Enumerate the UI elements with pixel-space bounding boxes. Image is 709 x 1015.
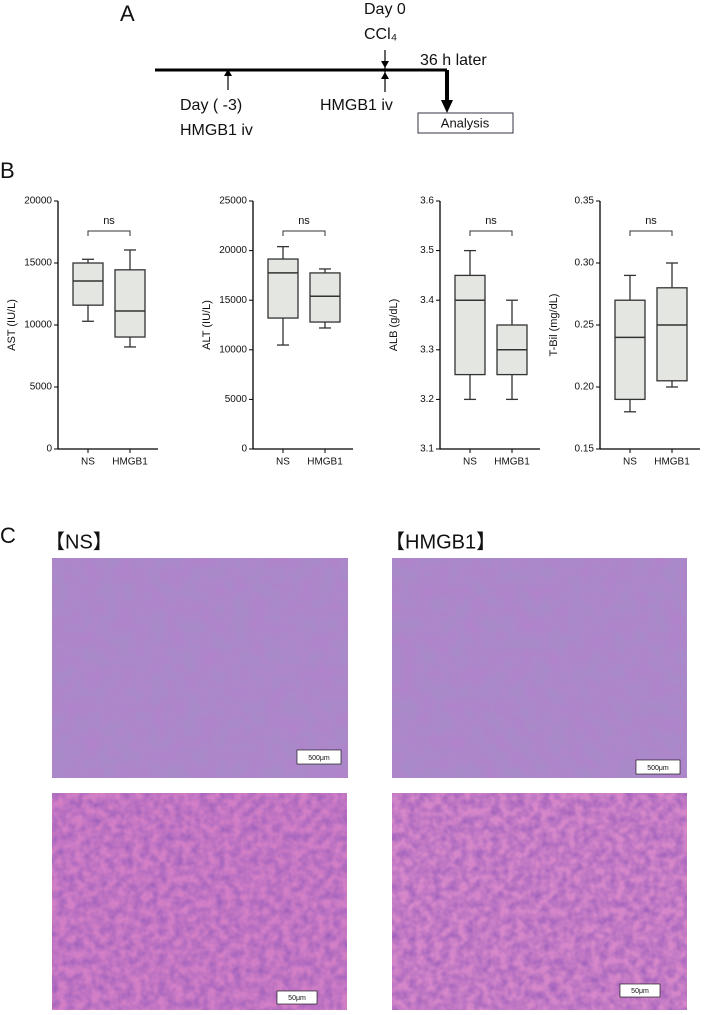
- timeline: A Day 0 CCl₄ 36 h later Day ( -3) HMGB1 …: [120, 1, 514, 139]
- y-axis-label: AST (IU/L): [6, 299, 18, 351]
- annotation: ns: [645, 215, 657, 227]
- arrowhead: [441, 100, 453, 113]
- y-tick-label: 3.2: [420, 394, 434, 405]
- y-tick-label: 0.35: [575, 196, 595, 207]
- y-axis-label: ALB (g/dL): [388, 299, 400, 352]
- panel-label: B: [0, 158, 15, 183]
- box: [309, 272, 341, 323]
- y-tick-label: 3.3: [420, 344, 434, 355]
- annotation: ns: [103, 215, 115, 227]
- label: HMGB1 iv: [180, 122, 253, 139]
- box: [114, 269, 146, 338]
- significance-bracket: [87, 230, 131, 236]
- label: Analysis: [441, 115, 490, 130]
- y-tick-label: 15000: [219, 295, 247, 306]
- y-tick-label: 20000: [24, 196, 52, 207]
- y-tick-label: 5000: [225, 394, 248, 405]
- label: HMGB1 iv: [320, 97, 393, 114]
- label: 36 h later: [420, 52, 487, 69]
- x-tick-label: HMGB1: [494, 457, 530, 468]
- micrograph-texture: [52, 793, 347, 1010]
- x-tick-label: HMGB1: [654, 457, 690, 468]
- analysis-box: [417, 112, 514, 134]
- scale-label: 50μm: [631, 988, 649, 995]
- y-tick-label: 3.4: [420, 295, 434, 306]
- y-tick-label: 0.15: [575, 444, 595, 455]
- scale-label: 50μm: [288, 995, 306, 1002]
- box: [614, 299, 646, 401]
- box: [454, 274, 486, 376]
- y-tick-label: 3.6: [420, 196, 434, 207]
- annotation: ns: [298, 215, 310, 227]
- y-axis-label: T-Bil (mg/dL): [548, 294, 560, 357]
- box-plots: 0 5000 10000 15000 20000 AST (IU/L) NS HMGB1 ns 0…: [6, 196, 700, 468]
- label: CCl₄: [364, 26, 397, 43]
- x-tick-label: HMGB1: [307, 457, 343, 468]
- y-tick-label: 20000: [219, 245, 247, 256]
- arrowhead: [381, 61, 389, 79]
- y-tick-label: 3.1: [420, 444, 434, 455]
- label: Day 0: [364, 1, 406, 18]
- scale-label: 500μm: [308, 755, 330, 762]
- y-tick-label: 0.20: [575, 382, 595, 393]
- y-tick-label: 0.30: [575, 258, 595, 269]
- y-tick-label: 3.5: [420, 245, 434, 256]
- y-tick-label: 15000: [24, 258, 52, 269]
- y-tick-label: 0: [241, 444, 247, 455]
- y-tick-label: 0: [46, 444, 52, 455]
- scale-bar: [276, 990, 318, 1005]
- y-axis-label: ALT (IU/L): [201, 300, 213, 350]
- significance-bracket: [282, 230, 326, 236]
- y-tick-label: 0.25: [575, 320, 595, 331]
- y-tick-label: 10000: [24, 320, 52, 331]
- image-title: 【NS】: [45, 531, 113, 553]
- panel-label: C: [0, 523, 16, 548]
- arrowhead: [224, 69, 232, 76]
- y-tick-label: 5000: [30, 382, 53, 393]
- box: [656, 287, 688, 382]
- significance-bracket: [629, 230, 673, 236]
- micrograph-texture: [392, 793, 687, 1010]
- histology: C 【NS】 【HMGB1】 500μm 500μm 50μm 50μm: [0, 523, 687, 1010]
- scale-bar: [635, 759, 681, 775]
- box: [72, 262, 104, 306]
- annotation: ns: [485, 215, 497, 227]
- y-tick-label: 10000: [219, 344, 247, 355]
- scale-label: 500μm: [647, 765, 669, 772]
- micrograph-texture: [52, 558, 348, 778]
- scale-bar: [619, 983, 661, 998]
- box: [267, 258, 299, 319]
- image-title: 【HMGB1】: [385, 531, 496, 553]
- x-tick-label: HMGB1: [112, 457, 148, 468]
- x-tick-label: NS: [463, 457, 477, 468]
- micrograph-texture: [392, 558, 687, 778]
- scale-bar: [296, 749, 342, 765]
- panel-label: A: [120, 1, 135, 26]
- label: Day ( -3): [180, 97, 242, 114]
- y-tick-label: 25000: [219, 196, 247, 207]
- significance-bracket: [469, 230, 513, 236]
- x-tick-label: NS: [276, 457, 290, 468]
- x-tick-label: NS: [623, 457, 637, 468]
- x-tick-label: NS: [81, 457, 95, 468]
